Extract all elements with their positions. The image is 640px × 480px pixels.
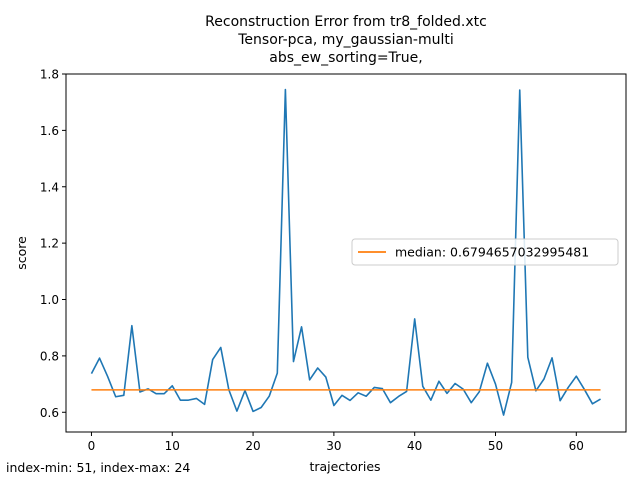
plot-frame bbox=[65, 73, 627, 433]
chart-title: Reconstruction Error from tr8_folded.xtc… bbox=[205, 14, 487, 66]
y-tick-label: 1.6 bbox=[40, 124, 59, 138]
x-tick-label: 40 bbox=[407, 439, 422, 453]
x-tick-label: 30 bbox=[326, 439, 341, 453]
y-tick-label: 1.0 bbox=[40, 293, 59, 307]
x-axis: 0 10 20 30 40 50 60 bbox=[88, 432, 584, 453]
chart-title-line: Tensor-pca, my_gaussian-multi bbox=[237, 32, 454, 48]
y-tick-label: 0.6 bbox=[40, 406, 59, 420]
legend: median: 0.6794657032995481 bbox=[351, 238, 619, 266]
y-axis: 0.6 0.8 1.0 1.2 1.4 1.6 1.8 bbox=[40, 68, 66, 420]
x-tick-label: 60 bbox=[569, 439, 584, 453]
y-axis-label: score bbox=[14, 236, 29, 270]
x-axis-label: trajectories bbox=[309, 459, 380, 474]
y-tick-label: 1.4 bbox=[40, 180, 59, 194]
series-group bbox=[90, 88, 601, 416]
legend-box bbox=[351, 238, 619, 266]
legend-label-median: median: 0.6794657032995481 bbox=[395, 245, 589, 260]
chart-title-line: abs_ew_sorting=True, bbox=[269, 50, 423, 66]
x-tick-label: 20 bbox=[245, 439, 260, 453]
reconstruction-error-line bbox=[90, 88, 601, 416]
chart-title-line: Reconstruction Error from tr8_folded.xtc bbox=[205, 14, 487, 30]
index-min-max-footer: index-min: 51, index-max: 24 bbox=[6, 460, 191, 475]
x-tick-label: 50 bbox=[488, 439, 503, 453]
y-tick-label: 1.2 bbox=[40, 237, 59, 251]
y-tick-label: 1.8 bbox=[40, 68, 59, 82]
plot-area bbox=[65, 73, 627, 433]
y-tick-label: 0.8 bbox=[40, 349, 59, 363]
x-tick-label: 10 bbox=[165, 439, 180, 453]
x-tick-label: 0 bbox=[88, 439, 96, 453]
